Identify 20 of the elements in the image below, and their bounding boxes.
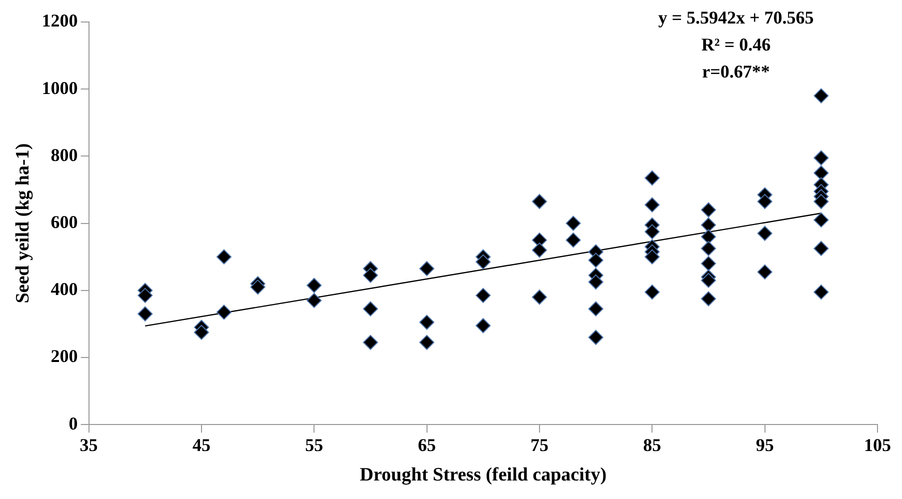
y-tick-label: 800 [50, 144, 78, 165]
x-tick-label: 45 [192, 435, 210, 456]
x-tick-label: 35 [80, 435, 98, 456]
y-tick-label: 1200 [42, 10, 78, 31]
y-tick-label: 200 [50, 346, 78, 366]
x-axis-title: Drought Stress (feild capacity) [360, 464, 607, 486]
x-tick-label: 65 [418, 435, 436, 456]
x-tick-label: 105 [864, 435, 891, 456]
y-axis-title: Seed yeild (kg ha-1) [12, 143, 34, 304]
y-tick-label: 400 [50, 279, 78, 300]
x-tick-label: 85 [643, 435, 662, 456]
annotation: y = 5.5942x + 70.565 [658, 8, 814, 28]
y-tick-label: 0 [68, 413, 78, 434]
x-tick-label: 95 [756, 435, 774, 456]
x-tick-label: 75 [530, 435, 548, 456]
x-tick-label: 55 [305, 435, 324, 456]
y-tick-label: 600 [50, 212, 78, 232]
annotation: R² = 0.46 [701, 34, 771, 55]
y-tick-label: 1000 [42, 78, 78, 98]
annotation: r=0.67** [702, 62, 770, 82]
